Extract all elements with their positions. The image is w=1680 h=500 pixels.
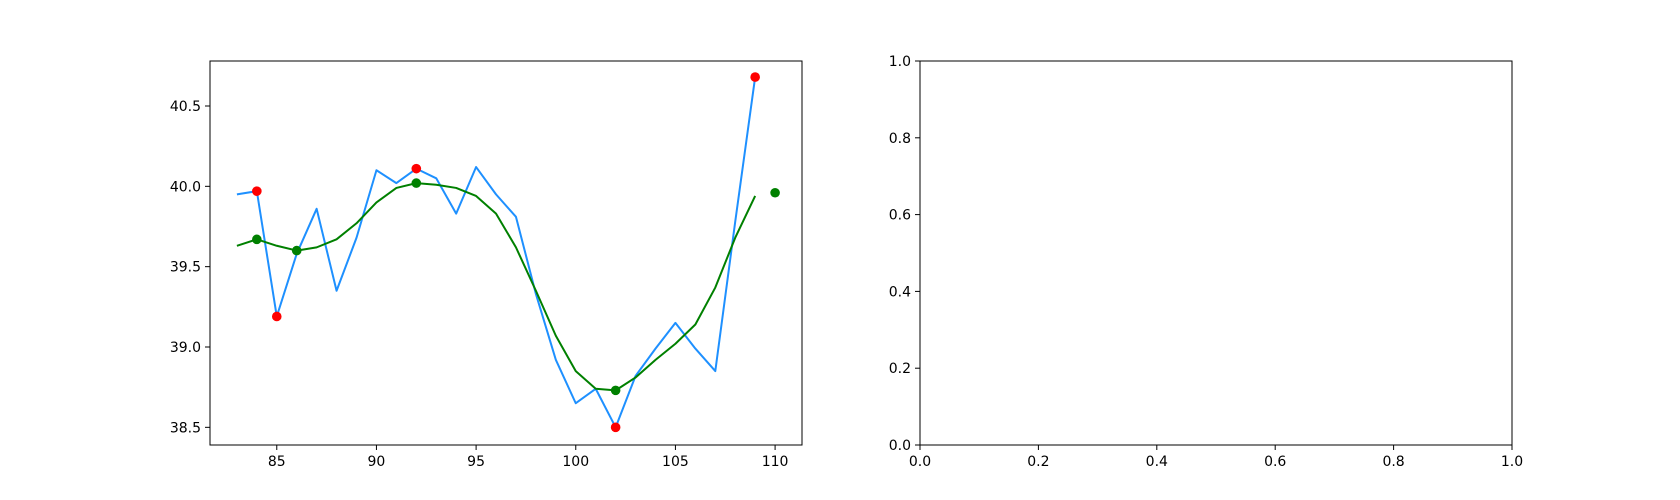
y-tick-label: 40.5 [170, 99, 201, 115]
scatter-point-1-4 [770, 187, 780, 198]
x-tick-label: 100 [562, 454, 589, 470]
scatter-point-0-4 [750, 72, 760, 82]
scatter-point-1-1 [291, 245, 302, 256]
x-tick-label: 95 [467, 454, 485, 470]
y-tick-label: 38.5 [170, 420, 201, 436]
axes-frame [209, 60, 803, 446]
x-tick-label: 0.6 [1264, 454, 1286, 470]
x-tick-label: 0.0 [909, 454, 931, 470]
scatter-point-0-3 [610, 422, 621, 433]
scatter-point-1-2 [411, 178, 422, 188]
scatter-point-1-0 [252, 234, 262, 245]
y-tick-label: 1.0 [889, 54, 911, 70]
y-tick-label: 0.0 [889, 438, 911, 454]
series-line-0 [236, 76, 757, 429]
y-tick-label: 0.8 [889, 131, 911, 147]
series-line-1 [236, 182, 757, 392]
x-tick-label: 0.8 [1382, 454, 1404, 470]
y-tick-label: 39.5 [170, 260, 201, 276]
y-tick-label: 0.6 [889, 208, 911, 224]
x-tick-label: 0.2 [1027, 454, 1049, 470]
x-tick-label: 110 [762, 454, 789, 470]
y-tick-label: 0.4 [889, 284, 911, 300]
x-tick-label: 85 [268, 454, 286, 470]
scatter-point-1-3 [610, 385, 621, 396]
axes-frame [919, 60, 1513, 446]
scatter-point-0-1 [271, 311, 282, 322]
y-tick-label: 40.0 [170, 179, 201, 195]
x-tick-label: 105 [662, 454, 689, 470]
left-line-chart: 85 90 95 100 105 110 38.5 39.0 39.5 40.0 40.5 [170, 60, 803, 470]
y-tick-label: 0.2 [889, 361, 911, 377]
scatter-point-0-0 [252, 186, 262, 196]
scatter-point-0-2 [411, 163, 422, 174]
y-tick-label: 39.0 [170, 340, 201, 356]
right-empty-chart: 0.0 0.2 0.4 0.6 0.8 1.0 0.0 0.2 0.4 0.6 0.8 1.0 [889, 54, 1523, 470]
x-tick-label: 90 [368, 454, 386, 470]
x-tick-label: 0.4 [1146, 454, 1168, 470]
x-tick-label: 1.0 [1501, 454, 1523, 470]
